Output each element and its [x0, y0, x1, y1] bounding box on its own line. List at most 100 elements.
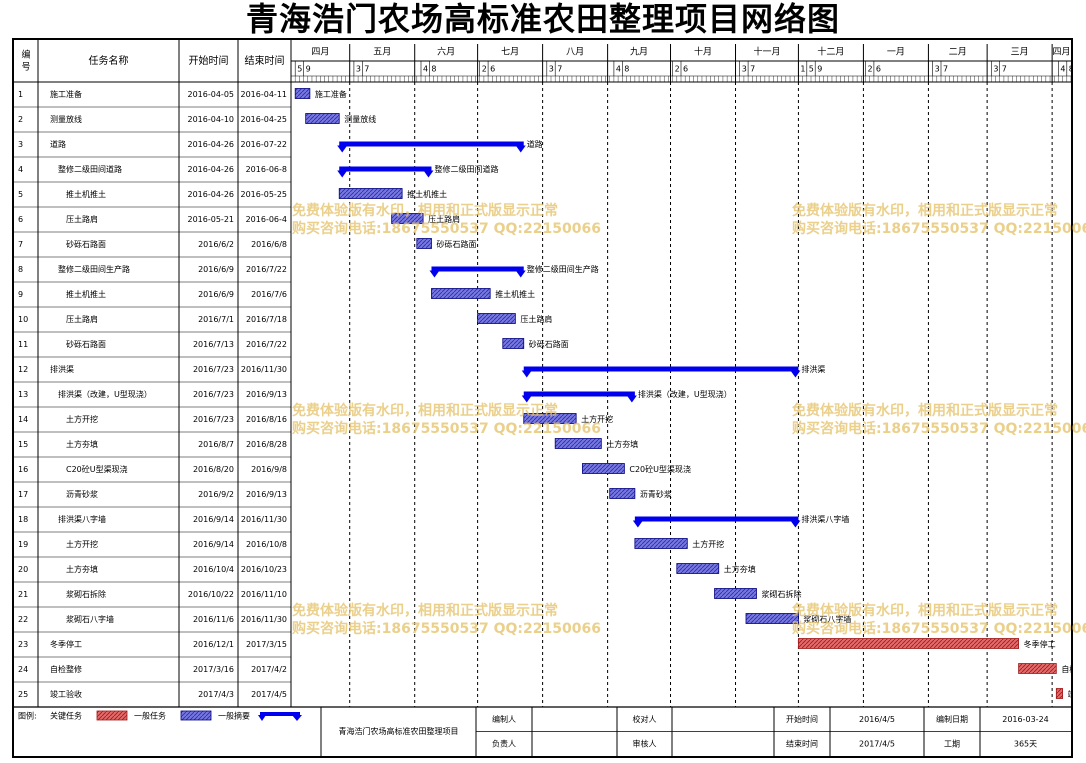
row-id: 2 — [18, 115, 23, 124]
day-tick-label: 7 — [557, 65, 562, 74]
row-task-name: 推土机推土 — [66, 289, 106, 299]
row-id: 8 — [18, 265, 23, 274]
row-id: 4 — [18, 165, 23, 174]
row-end: 2016-06-8 — [246, 165, 287, 174]
row-task-name: 推土机推土 — [66, 189, 106, 199]
row-start: 2016/10/4 — [193, 565, 234, 574]
row-end: 2016/9/13 — [246, 490, 287, 499]
month-label: 十月 — [694, 46, 712, 58]
row-start: 2016/8/7 — [198, 440, 234, 449]
row-end: 2016/11/30 — [241, 365, 287, 374]
bar-label: 土方开挖 — [692, 539, 724, 549]
header-start: 开始时间 — [189, 54, 229, 67]
general-task-bar — [714, 588, 757, 599]
legend-label: 图例: — [18, 711, 37, 721]
month-label: 二月 — [949, 47, 967, 58]
day-tick-label: 5 — [297, 65, 302, 74]
row-end: 2016/11/30 — [241, 615, 287, 624]
row-task-name: C20砼U型渠现浇 — [66, 464, 128, 474]
general-task-bar — [523, 413, 577, 424]
day-tick-label: 2 — [868, 65, 873, 74]
month-label: 六月 — [437, 46, 455, 58]
row-end: 2016/8/28 — [246, 440, 287, 449]
row-end: 2016/10/23 — [241, 565, 287, 574]
day-tick-label: 7 — [364, 65, 369, 74]
general-task-bar — [634, 538, 688, 549]
summary-start-cap — [521, 370, 532, 378]
bar-label: 施工准备 — [315, 89, 347, 99]
bar-label: 竣工验收 — [1068, 689, 1071, 699]
general-task-bar — [338, 188, 403, 199]
summary-start-cap — [429, 270, 440, 278]
footer-project-name: 青海浩门农场高标准农田整理项目 — [339, 726, 459, 736]
summary-start-cap — [632, 520, 643, 528]
row-start: 2016/7/13 — [193, 340, 234, 349]
bar-label: 推土机推土 — [407, 189, 447, 199]
row-id: 19 — [18, 540, 28, 549]
footer-owner-label: 负责人 — [492, 738, 516, 748]
month-label: 四月 — [311, 47, 329, 58]
day-tick-label: 3 — [356, 65, 361, 74]
day-tick-label: 3 — [993, 65, 998, 74]
bar-label: C20砼U型渠现浇 — [629, 464, 691, 474]
day-tick-label: 8 — [624, 65, 629, 74]
day-tick-label: 4 — [616, 65, 621, 74]
day-tick-label: 1 — [800, 65, 805, 74]
legend-summary-cap-left — [258, 715, 266, 721]
general-task-bar — [305, 113, 340, 124]
footer-end-value: 2017/4/5 — [859, 739, 895, 748]
row-start: 2016/10/22 — [188, 590, 234, 599]
row-task-name: 沥青砂浆 — [66, 489, 98, 499]
day-tick-label: 3 — [549, 65, 554, 74]
row-start: 2016/7/23 — [193, 390, 234, 399]
row-start: 2016/9/14 — [193, 540, 234, 549]
general-task-bar — [745, 613, 799, 624]
row-task-name: 自检整修 — [50, 664, 82, 674]
bar-label: 推土机推土 — [495, 289, 535, 299]
row-start: 2016-04-26 — [188, 140, 235, 149]
row-start: 2016/9/14 — [193, 515, 234, 524]
general-task-bar — [416, 238, 432, 249]
summary-bar — [523, 391, 635, 397]
footer-reviewer-label: 审核人 — [633, 738, 657, 748]
day-tick-label: 4 — [1060, 65, 1065, 74]
summary-start-cap — [337, 170, 348, 178]
legend-general-label: 一般任务 — [134, 711, 166, 721]
row-task-name: 土方夯填 — [66, 439, 98, 449]
row-start: 2016-04-05 — [188, 90, 235, 99]
day-tick-label: 8 — [431, 65, 436, 74]
summary-end-cap — [790, 370, 801, 378]
bar-label: 冬季停工 — [1024, 639, 1056, 649]
summary-bar — [634, 516, 799, 522]
row-id: 5 — [18, 190, 23, 199]
row-end: 2016/7/6 — [251, 290, 287, 299]
day-tick-label: 6 — [490, 65, 495, 74]
row-id: 13 — [18, 390, 28, 399]
row-task-name: 砂砾石路面 — [66, 239, 106, 249]
bar-label: 整修二级田间生产路 — [527, 264, 599, 274]
bar-label: 测量放线 — [344, 114, 376, 124]
general-task-bar — [294, 88, 311, 99]
row-task-name: 排洪渠 — [50, 364, 74, 374]
month-label: 四月 — [1053, 47, 1071, 58]
row-task-name: 竣工验收 — [50, 689, 82, 699]
bar-label: 排洪渠 — [801, 364, 825, 374]
row-start: 2016/6/2 — [198, 240, 234, 249]
row-task-name: 整修二级田间生产路 — [58, 264, 130, 274]
legend-critical-swatch — [96, 710, 128, 721]
table-header: 编号 任务名称 开始时间 结束时间 四月 五月 六月 七月 八月 九月 十月 十一月 十二月 一月 二月 三月… — [21, 46, 1071, 74]
row-id: 21 — [18, 590, 28, 599]
month-label: 三月 — [1011, 47, 1029, 58]
footer-duration-value: 365天 — [1014, 739, 1037, 748]
general-task-bar — [582, 463, 625, 474]
critical-task-bar — [798, 638, 1019, 649]
row-end: 2017/4/5 — [251, 690, 287, 699]
footer-checker-label: 校对人 — [633, 714, 657, 724]
bar-label: 土方夯填 — [724, 564, 756, 574]
legend-critical-label: 关键任务 — [50, 711, 82, 721]
bar-label: 压土路肩 — [428, 214, 460, 224]
row-id: 12 — [18, 365, 28, 374]
row-start: 2017/4/3 — [198, 690, 234, 699]
row-end: 2016-04-11 — [241, 90, 288, 99]
